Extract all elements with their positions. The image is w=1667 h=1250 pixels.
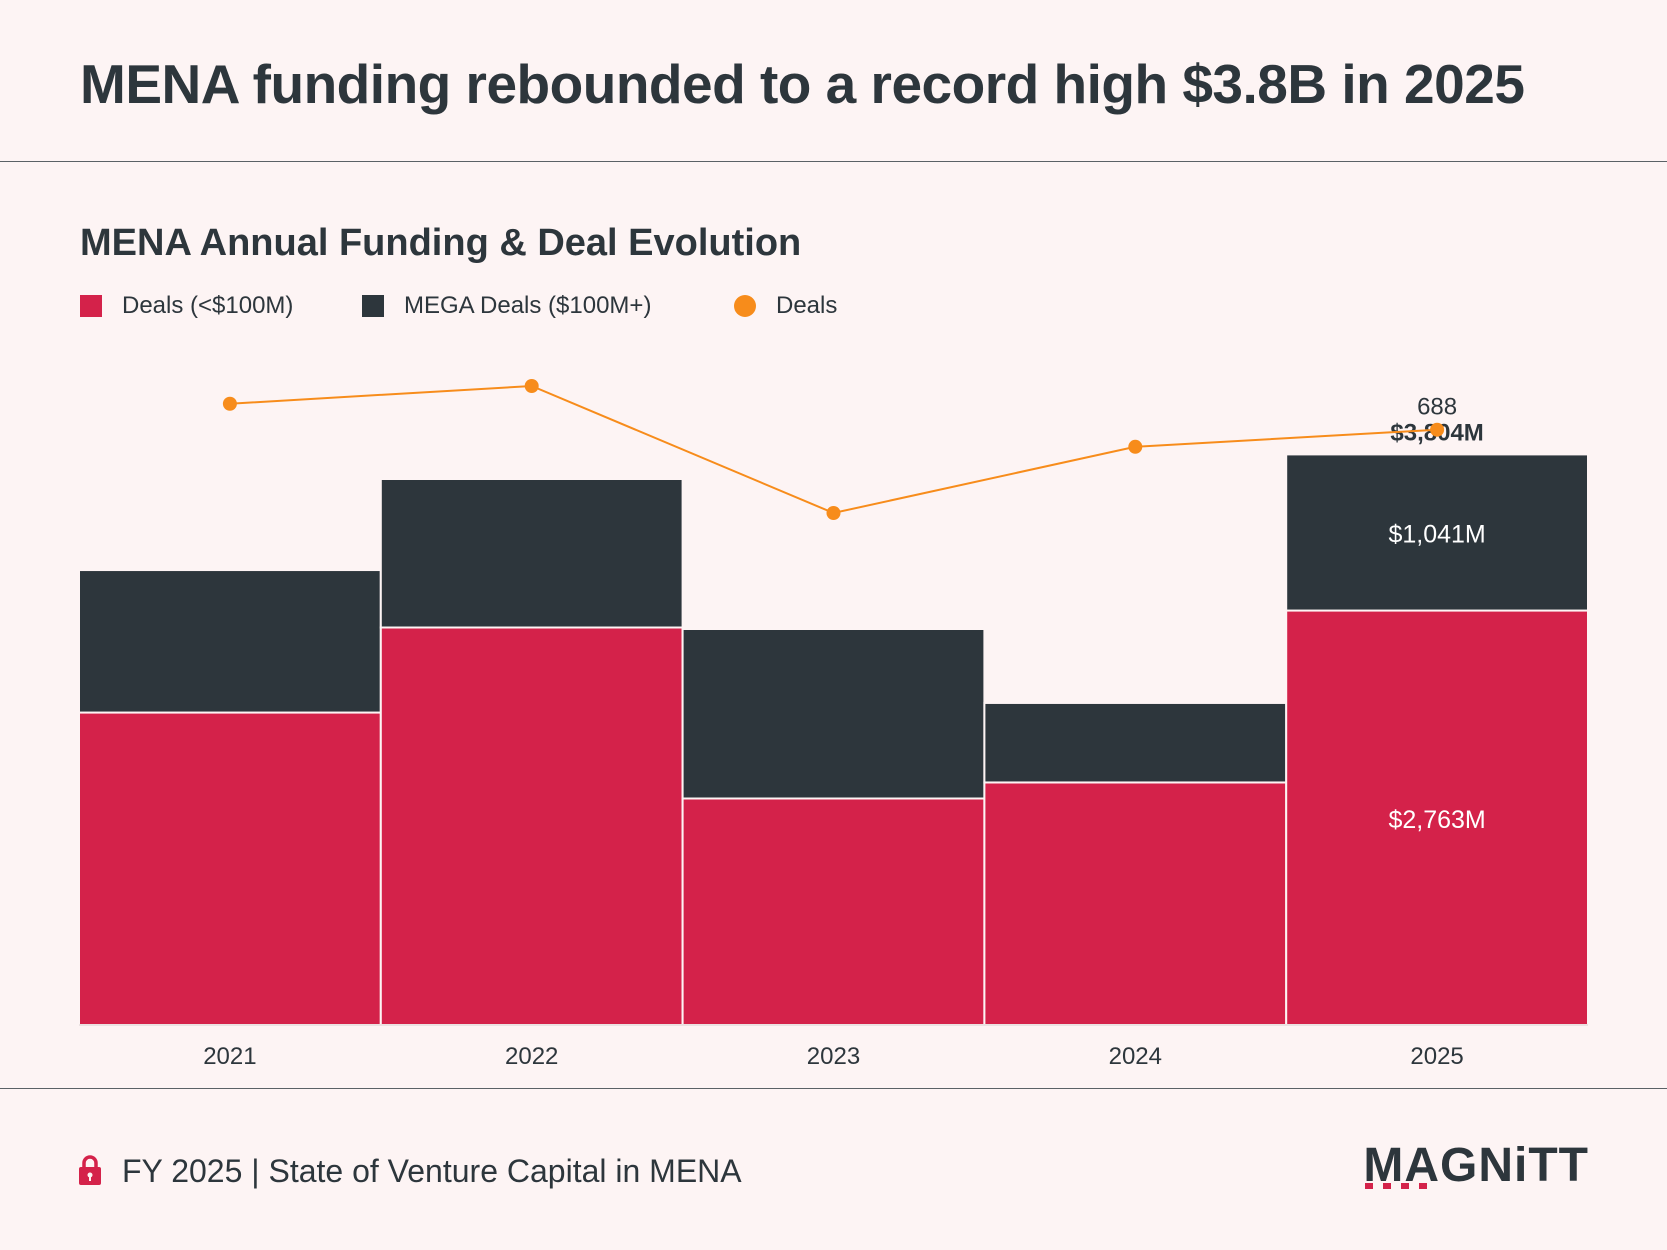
deals-point-2021 bbox=[222, 396, 237, 411]
x-tick-label-2021: 2021 bbox=[203, 1043, 256, 1070]
brand-logo: MAGNiTT bbox=[1363, 1138, 1589, 1193]
brand-logo-text: MAGNiTT bbox=[1363, 1139, 1589, 1192]
logo-dots-icon bbox=[1365, 1183, 1428, 1189]
bar-mega-deals-2022 bbox=[379, 478, 684, 629]
header-divider bbox=[0, 161, 1667, 162]
legend-item-mega-deals: MEGA Deals ($100M+) bbox=[362, 292, 651, 320]
bar-deals-small-2024 bbox=[983, 781, 1288, 1027]
lock-icon bbox=[79, 1155, 101, 1185]
x-tick-label-2025: 2025 bbox=[1410, 1043, 1463, 1070]
bar-deals-small-2023 bbox=[681, 797, 986, 1026]
legend-label-mega-deals: MEGA Deals ($100M+) bbox=[404, 292, 652, 319]
legend-item-deals-small: Deals (<$100M) bbox=[80, 292, 293, 320]
page-title: MENA funding rebounded to a record high … bbox=[80, 53, 1525, 115]
data-label-mega-deals-2025: $1,041M bbox=[1388, 520, 1485, 548]
bar-deals-small-2021 bbox=[78, 711, 382, 1026]
chart-subtitle: MENA Annual Funding & Deal Evolution bbox=[80, 222, 802, 264]
legend-label-deals-small: Deals (<$100M) bbox=[122, 292, 294, 319]
bar-mega-deals-2023 bbox=[681, 628, 986, 800]
bar-deals-small-2022 bbox=[379, 626, 684, 1026]
x-tick-label-2023: 2023 bbox=[807, 1043, 860, 1070]
bar-mega-deals-2021 bbox=[78, 569, 382, 714]
deals-point-2024 bbox=[1128, 439, 1143, 454]
data-label-deals-2025: 688 bbox=[1417, 394, 1457, 421]
legend-label-deal-count: Deals bbox=[776, 292, 838, 319]
deals-point-2023 bbox=[826, 506, 841, 520]
x-tick-label-2022: 2022 bbox=[505, 1043, 558, 1070]
data-label-deals-small-2025: $2,763M bbox=[1388, 806, 1485, 834]
legend-swatch-mega-deals bbox=[362, 295, 384, 317]
legend-item-deal-count: Deals bbox=[734, 292, 837, 320]
bar-mega-deals-2025 bbox=[1285, 453, 1589, 612]
footer-divider bbox=[0, 1088, 1667, 1089]
legend-swatch-deal-count bbox=[734, 295, 756, 317]
bar-mega-deals-2024 bbox=[983, 701, 1288, 784]
legend-swatch-deals-small bbox=[80, 295, 102, 317]
x-tick-label-2024: 2024 bbox=[1109, 1043, 1162, 1070]
report-title: FY 2025 | State of Venture Capital in ME… bbox=[122, 1153, 742, 1189]
deals-point-2022 bbox=[524, 379, 539, 393]
deals-point-2025 bbox=[1430, 422, 1445, 437]
